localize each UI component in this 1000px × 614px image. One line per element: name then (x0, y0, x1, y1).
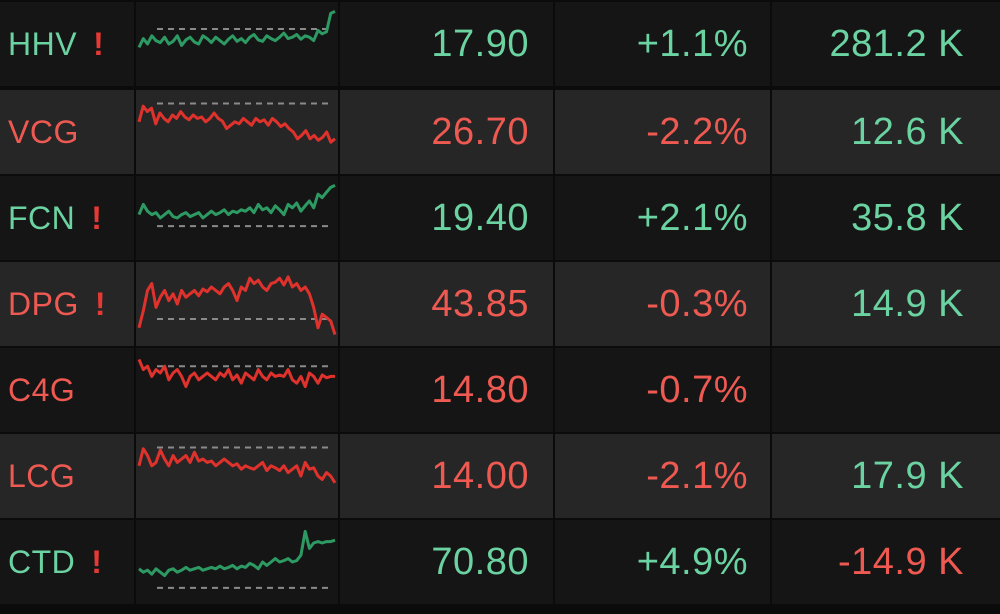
volume-value-cell: -14.9 K (770, 520, 1000, 604)
symbol-cell[interactable]: FCN! (0, 176, 134, 260)
sparkline-cell (134, 434, 338, 518)
table-row[interactable]: CTD! 70.80 +4.9% -14.9 K (0, 520, 1000, 604)
price-value: 43.85 (431, 282, 529, 325)
volume-value-cell: 14.9 K (770, 262, 1000, 346)
ticker-symbol: C4G (8, 371, 76, 408)
change-percent-cell: +4.9% (553, 520, 770, 604)
change-percent-cell: -0.3% (553, 262, 770, 346)
change-percent: -0.7% (646, 368, 748, 411)
change-percent-cell: -2.2% (553, 90, 770, 174)
volume-value: -14.9 K (837, 540, 964, 583)
table-row[interactable]: DPG! 43.85 -0.3% 14.9 K (0, 262, 1000, 346)
volume-value: 14.9 K (851, 282, 964, 325)
change-percent: -2.2% (646, 110, 748, 153)
change-percent: +1.1% (636, 22, 748, 65)
price-value: 14.00 (431, 454, 529, 497)
sparkline-cell (134, 2, 338, 86)
price-value: 26.70 (431, 110, 529, 153)
sparkline-path (137, 358, 335, 389)
change-percent: +4.9% (636, 540, 748, 583)
symbol-cell[interactable]: HHV! (0, 2, 134, 86)
sparkline-cell (134, 348, 338, 432)
price-value-cell: 14.00 (338, 434, 553, 518)
price-sparkline (137, 446, 337, 484)
volume-value-cell: 12.6 K (770, 90, 1000, 174)
volume-value-cell: 17.9 K (770, 434, 1000, 518)
ticker-symbol: FCN (8, 199, 76, 236)
table-row[interactable]: LCG 14.00 -2.1% 17.9 K (0, 434, 1000, 518)
change-percent: +2.1% (636, 196, 748, 239)
change-percent-cell: +1.1% (553, 2, 770, 86)
sparkline-cell (134, 262, 338, 346)
ticker-symbol: HHV (8, 25, 78, 62)
sparkline-path (137, 10, 336, 49)
change-percent-cell: -2.1% (553, 434, 770, 518)
ticker-symbol: LCG (8, 457, 76, 494)
sparkline-cell (134, 90, 338, 174)
price-sparkline (137, 184, 336, 228)
exclamation-icon[interactable]: ! (91, 199, 102, 236)
ticker-symbol: VCG (8, 113, 79, 150)
exclamation-icon[interactable]: ! (91, 543, 102, 580)
price-value-cell: 17.90 (338, 2, 553, 86)
symbol-cell[interactable]: DPG! (0, 262, 134, 346)
price-value-cell: 19.40 (338, 176, 553, 260)
price-value: 14.80 (431, 368, 529, 411)
price-value-cell: 70.80 (338, 520, 553, 604)
volume-value: 17.9 K (851, 454, 964, 497)
volume-value: 35.8 K (851, 196, 964, 239)
sparkline-path (137, 447, 337, 484)
ticker-symbol: DPG (8, 285, 79, 322)
volume-value: 281.2 K (829, 22, 964, 65)
table-row[interactable]: VCG 26.70 -2.2% 12.6 K (0, 90, 1000, 174)
change-percent-cell: -0.7% (553, 348, 770, 432)
price-sparkline (138, 529, 336, 589)
change-percent-cell: +2.1% (553, 176, 770, 260)
volume-value-cell: 281.2 K (770, 2, 1000, 86)
sparkline-path (138, 529, 336, 578)
change-percent: -2.1% (646, 454, 748, 497)
sparkline-path (137, 275, 337, 336)
price-value-cell: 14.80 (338, 348, 553, 432)
price-sparkline (137, 358, 335, 389)
symbol-cell[interactable]: VCG (0, 90, 134, 174)
sparkline-cell (134, 176, 338, 260)
sparkline-cell (134, 520, 338, 604)
price-sparkline (137, 10, 336, 49)
price-value: 19.40 (431, 196, 529, 239)
volume-value-cell: 35.8 K (770, 176, 1000, 260)
volume-value: 12.6 K (851, 110, 964, 153)
sparkline-path (137, 184, 336, 220)
price-value: 17.90 (431, 22, 529, 65)
sparkline-path (137, 104, 336, 144)
volume-value-cell (770, 348, 1000, 432)
change-percent: -0.3% (646, 282, 748, 325)
price-value: 70.80 (431, 540, 529, 583)
price-sparkline (137, 275, 337, 336)
price-sparkline (137, 102, 336, 144)
symbol-cell[interactable]: CTD! (0, 520, 134, 604)
symbol-cell[interactable]: LCG (0, 434, 134, 518)
table-row[interactable]: HHV! 17.90 +1.1% 281.2 K (0, 2, 1000, 86)
symbol-cell[interactable]: C4G (0, 348, 134, 432)
exclamation-icon[interactable]: ! (93, 25, 104, 62)
table-row[interactable]: C4G 14.80 -0.7% (0, 348, 1000, 432)
exclamation-icon[interactable]: ! (94, 285, 106, 322)
ticker-symbol: CTD (8, 543, 76, 580)
price-value-cell: 26.70 (338, 90, 553, 174)
price-value-cell: 43.85 (338, 262, 553, 346)
table-row[interactable]: FCN! 19.40 +2.1% 35.8 K (0, 176, 1000, 260)
